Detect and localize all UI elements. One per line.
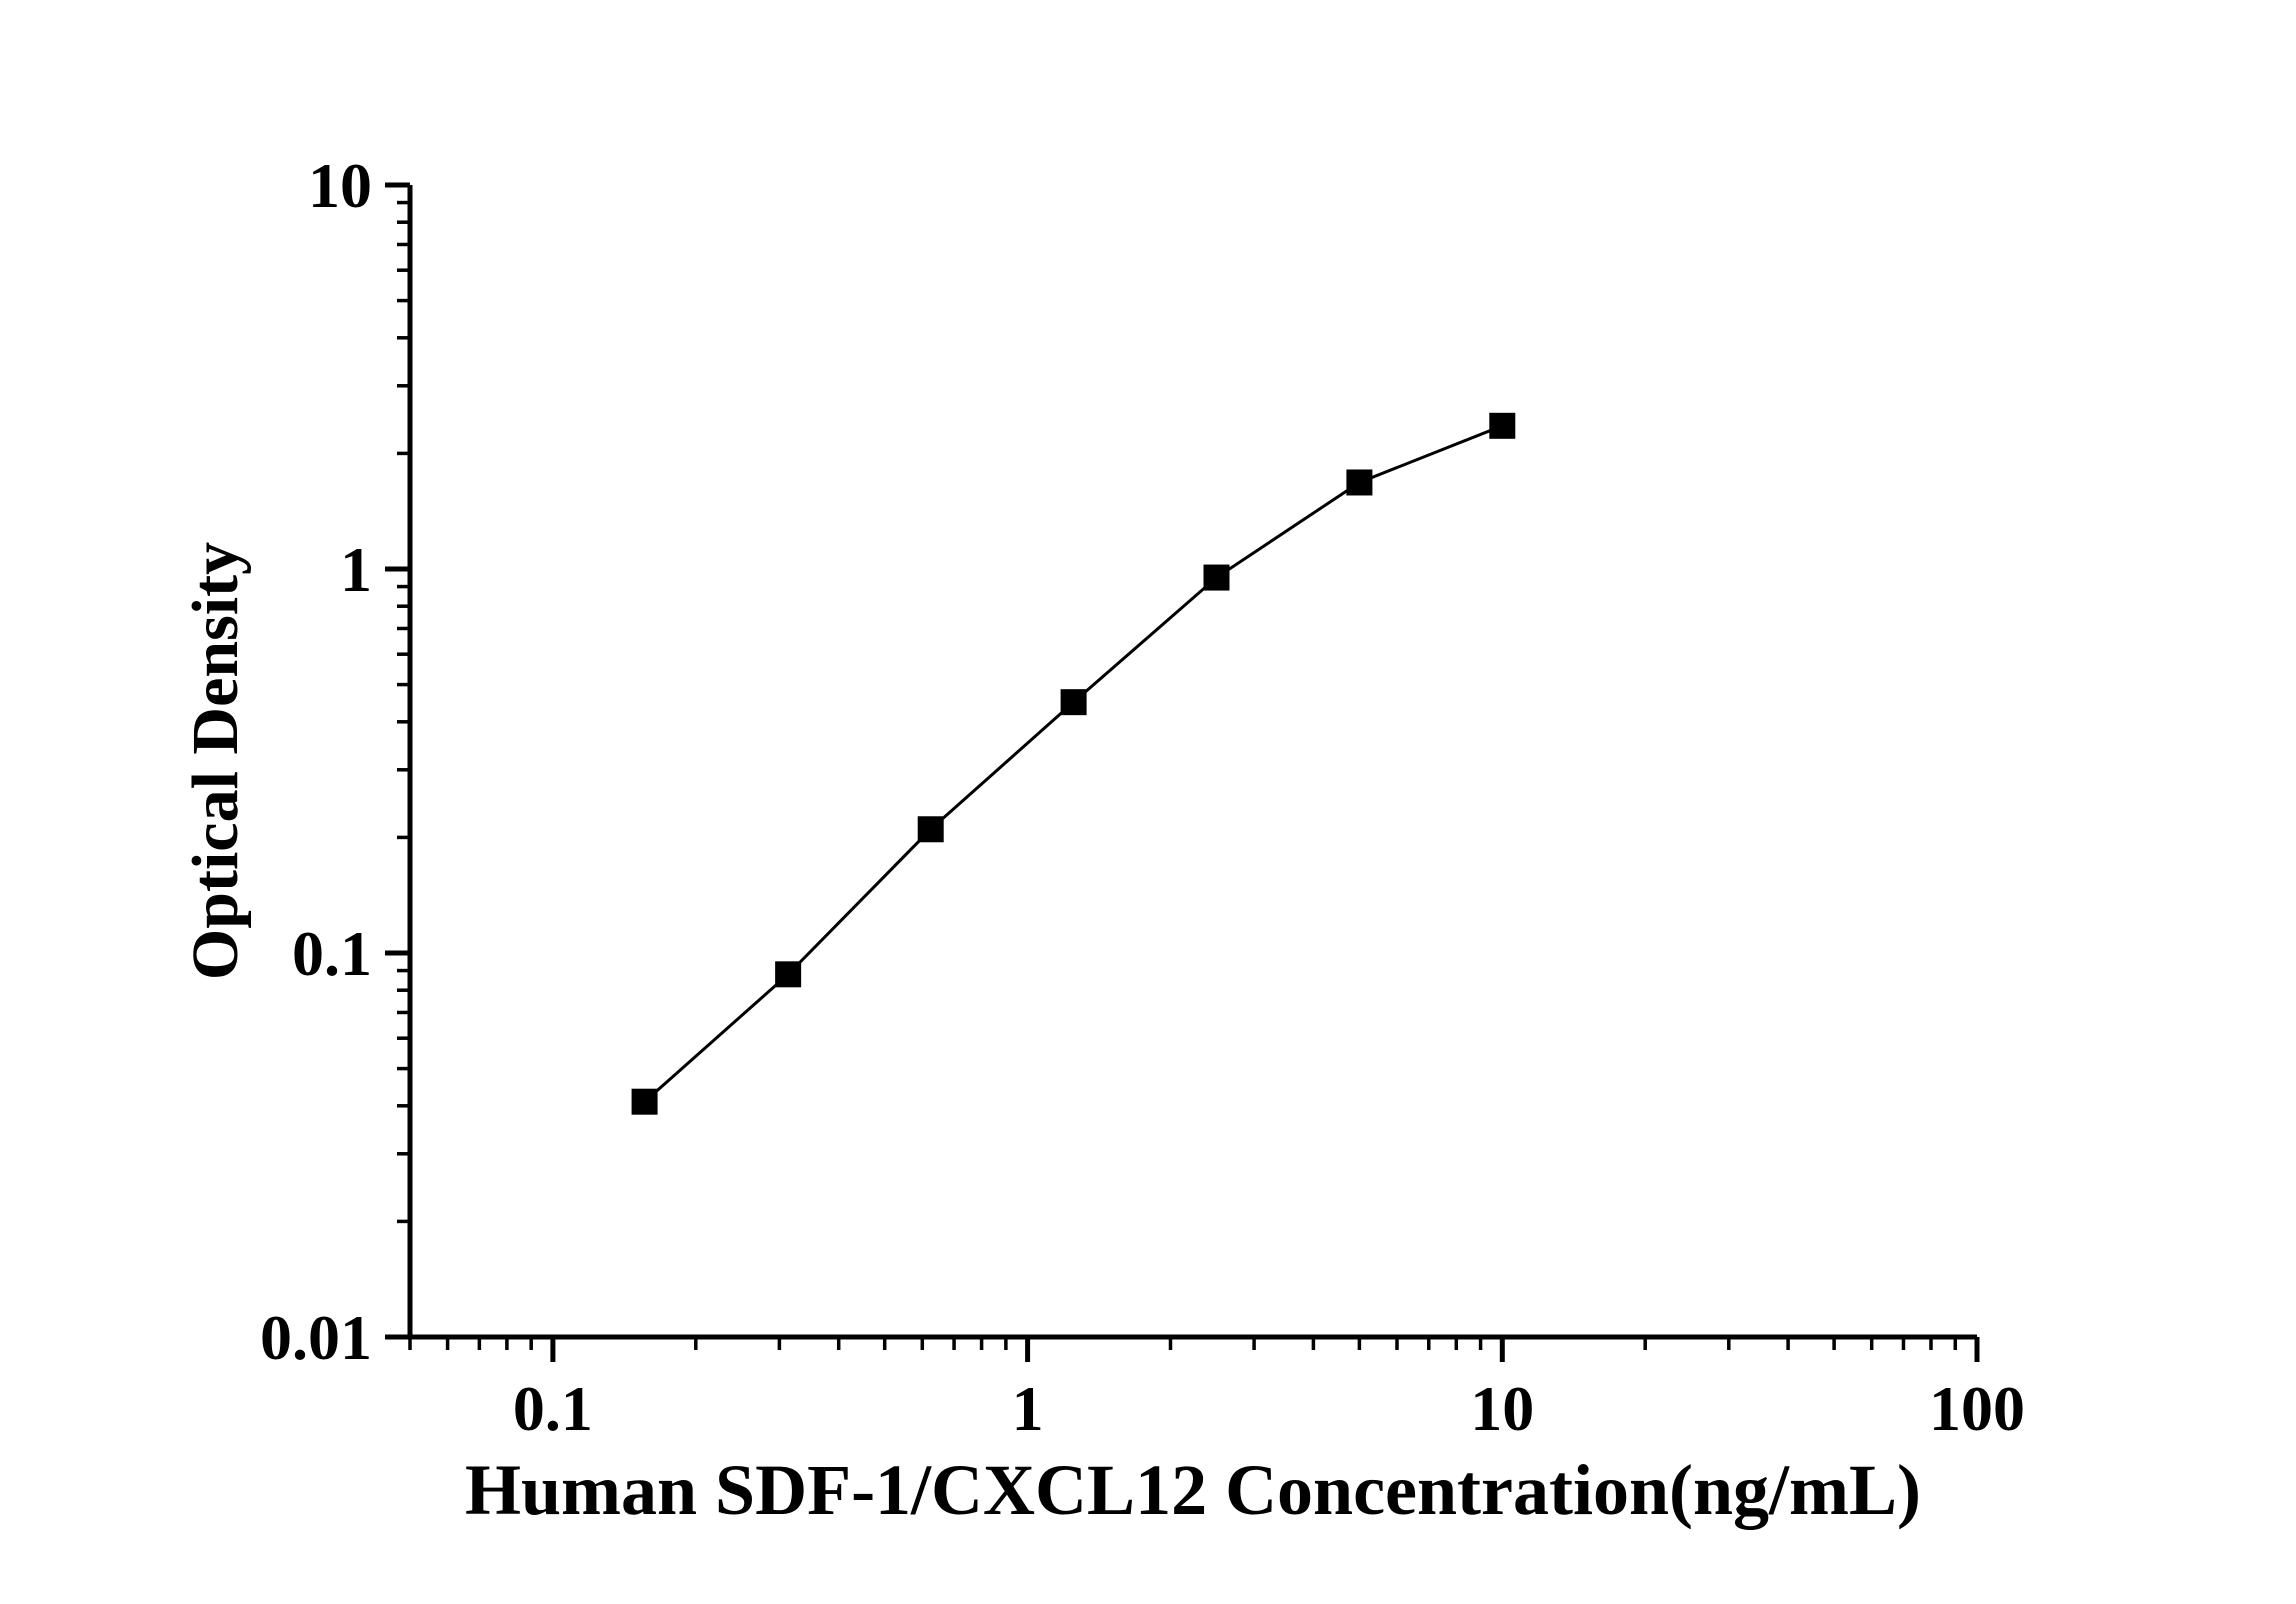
x-axis-tick-label: 100 [1929, 1373, 2025, 1444]
y-axis-tick-label: 0.1 [292, 918, 372, 989]
y-axis-tick-label: 1 [340, 534, 372, 605]
y-axis-title: Optical Density [179, 542, 252, 980]
x-axis-tick-label: 10 [1470, 1373, 1534, 1444]
data-point-marker [1060, 689, 1087, 716]
data-point-marker [1489, 412, 1516, 439]
y-axis-tick-label: 0.01 [260, 1302, 372, 1373]
x-axis-tick-label: 1 [1012, 1373, 1044, 1444]
ticks-layer: 0.1 1 10 100 10 1 0.1 0.01 [260, 150, 2025, 1444]
standard-curve-line [643, 424, 1503, 1103]
y-axis-tick-label: 10 [308, 150, 372, 221]
data-point-marker [631, 1088, 658, 1115]
data-point-marker [1346, 469, 1373, 496]
data-point-marker [917, 816, 944, 843]
data-point-marker [775, 961, 802, 988]
data-layer [631, 412, 1516, 1115]
x-axis-tick-label: 0.1 [513, 1373, 593, 1444]
axis-spines [407, 185, 1977, 1340]
data-point-marker [1203, 564, 1230, 591]
x-axis-title: Human SDF-1/CXCL12 Concentration(ng/mL) [465, 1450, 1921, 1530]
